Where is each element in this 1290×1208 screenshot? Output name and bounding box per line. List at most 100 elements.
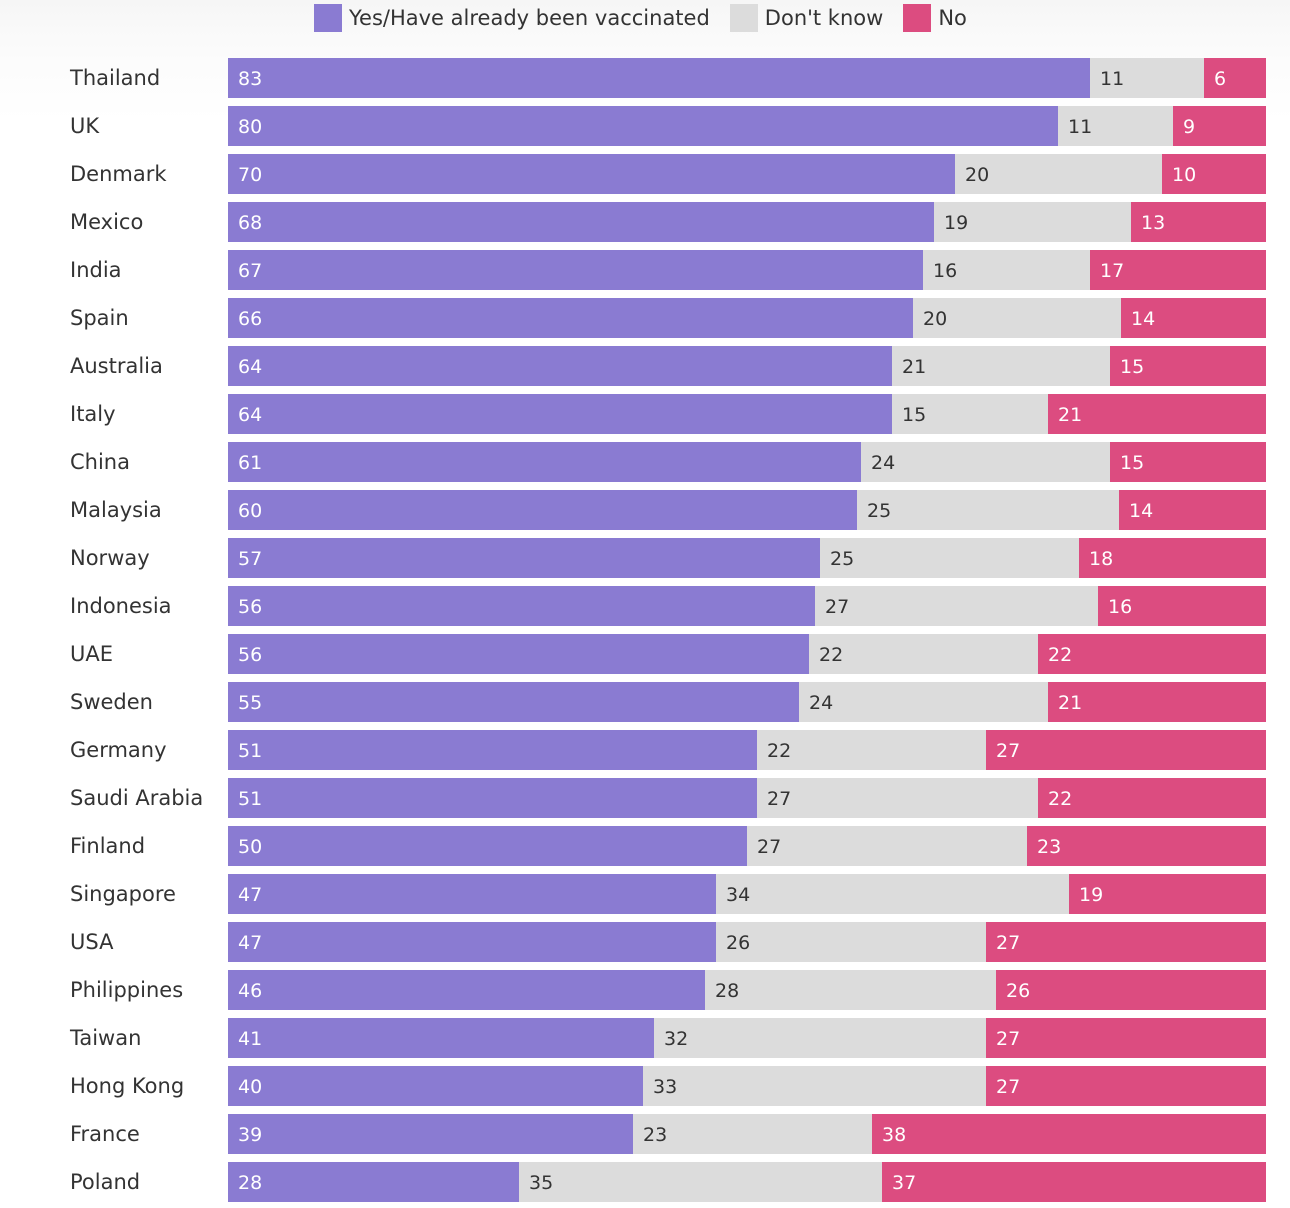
- bar-segment-no: 18: [1079, 538, 1266, 578]
- data-label: 6: [1214, 68, 1227, 90]
- category-label: Taiwan: [70, 1026, 142, 1050]
- category-label: Mexico: [70, 210, 144, 234]
- bar-segment-no: 15: [1110, 346, 1266, 386]
- data-label: 41: [238, 1028, 263, 1050]
- data-label: 26: [1006, 980, 1031, 1002]
- bar-segment-dk: 15: [892, 394, 1048, 434]
- data-label: 22: [819, 644, 844, 666]
- data-label: 16: [1108, 596, 1133, 618]
- data-label: 22: [1048, 788, 1073, 810]
- bar-segment-yes: 39: [228, 1114, 633, 1154]
- data-label: 34: [726, 884, 751, 906]
- bar-segment-no: 6: [1204, 58, 1266, 98]
- bar-segment-dk: 32: [654, 1018, 986, 1058]
- bar-segment-no: 21: [1048, 394, 1266, 434]
- data-label: 28: [238, 1172, 263, 1194]
- legend-label: No: [938, 6, 967, 30]
- bar-segment-no: 19: [1069, 874, 1266, 914]
- data-label: 23: [643, 1124, 668, 1146]
- bar-segment-yes: 51: [228, 778, 757, 818]
- data-label: 51: [238, 788, 263, 810]
- data-label: 64: [238, 404, 263, 426]
- data-label: 38: [882, 1124, 907, 1146]
- data-label: 17: [1100, 260, 1125, 282]
- data-label: 66: [238, 308, 263, 330]
- bar-segment-yes: 56: [228, 586, 815, 626]
- data-label: 27: [996, 1028, 1021, 1050]
- category-label: Italy: [70, 402, 116, 426]
- bar-segment-dk: 35: [519, 1162, 882, 1202]
- data-label: 11: [1100, 68, 1125, 90]
- bar-segment-no: 22: [1038, 634, 1266, 674]
- data-label: 16: [933, 260, 958, 282]
- category-label: Indonesia: [70, 594, 172, 618]
- bar-segment-dk: 20: [913, 298, 1121, 338]
- bar-segment-dk: 20: [955, 154, 1162, 194]
- data-label: 67: [238, 260, 263, 282]
- bar-segment-yes: 46: [228, 970, 705, 1010]
- data-label: 61: [238, 452, 263, 474]
- data-label: 56: [238, 596, 263, 618]
- legend: Yes/Have already been vaccinated Don't kn…: [314, 4, 987, 32]
- data-label: 24: [809, 692, 834, 714]
- bar-segment-no: 17: [1090, 250, 1266, 290]
- data-label: 25: [867, 500, 892, 522]
- data-label: 25: [830, 548, 855, 570]
- bar-segment-yes: 47: [228, 922, 716, 962]
- bar-segment-dk: 34: [716, 874, 1069, 914]
- bar-segment-yes: 28: [228, 1162, 519, 1202]
- bar-segment-no: 16: [1098, 586, 1266, 626]
- data-label: 21: [1058, 692, 1083, 714]
- data-label: 13: [1141, 212, 1166, 234]
- data-label: 47: [238, 932, 263, 954]
- legend-item-dk: Don't know: [729, 4, 883, 32]
- category-label: Malaysia: [70, 498, 162, 522]
- category-label: Australia: [70, 354, 163, 378]
- bar-segment-yes: 51: [228, 730, 757, 770]
- data-label: 68: [238, 212, 263, 234]
- data-label: 46: [238, 980, 263, 1002]
- data-label: 51: [238, 740, 263, 762]
- data-label: 19: [1079, 884, 1104, 906]
- data-label: 27: [996, 740, 1021, 762]
- data-label: 22: [767, 740, 792, 762]
- category-label: Thailand: [70, 66, 161, 90]
- data-label: 19: [944, 212, 969, 234]
- bar-segment-yes: 57: [228, 538, 820, 578]
- category-label: Sweden: [70, 690, 153, 714]
- data-label: 60: [238, 500, 263, 522]
- bar-segment-yes: 56: [228, 634, 809, 674]
- category-label: Denmark: [70, 162, 167, 186]
- data-label: 70: [238, 164, 263, 186]
- legend-swatch-yes: [314, 4, 342, 32]
- category-label: India: [70, 258, 122, 282]
- data-label: 37: [892, 1172, 917, 1194]
- bar-segment-no: 38: [872, 1114, 1266, 1154]
- bar-segment-yes: 67: [228, 250, 923, 290]
- category-label: Philippines: [70, 978, 184, 1002]
- bar-segment-no: 27: [986, 1018, 1266, 1058]
- category-label: Saudi Arabia: [70, 786, 204, 810]
- bar-segment-dk: 27: [757, 778, 1038, 818]
- data-label: 27: [767, 788, 792, 810]
- category-label: USA: [70, 930, 114, 954]
- category-label: Spain: [70, 306, 129, 330]
- bar-segment-no: 22: [1038, 778, 1266, 818]
- bar-segment-dk: 33: [643, 1066, 986, 1106]
- data-label: 20: [965, 164, 990, 186]
- data-label: 14: [1131, 308, 1156, 330]
- bar-segment-dk: 25: [820, 538, 1079, 578]
- legend-label: Yes/Have already been vaccinated: [349, 6, 710, 30]
- bar-segment-dk: 22: [809, 634, 1038, 674]
- category-label: Hong Kong: [70, 1074, 185, 1098]
- bar-segment-no: 37: [882, 1162, 1266, 1202]
- data-label: 32: [664, 1028, 689, 1050]
- data-label: 23: [1037, 836, 1062, 858]
- data-label: 27: [757, 836, 782, 858]
- bar-segment-dk: 28: [705, 970, 996, 1010]
- bar-segment-no: 26: [996, 970, 1266, 1010]
- bar-segment-dk: 25: [857, 490, 1119, 530]
- bar-segment-dk: 11: [1058, 106, 1173, 146]
- data-label: 15: [902, 404, 927, 426]
- bar-segment-yes: 66: [228, 298, 913, 338]
